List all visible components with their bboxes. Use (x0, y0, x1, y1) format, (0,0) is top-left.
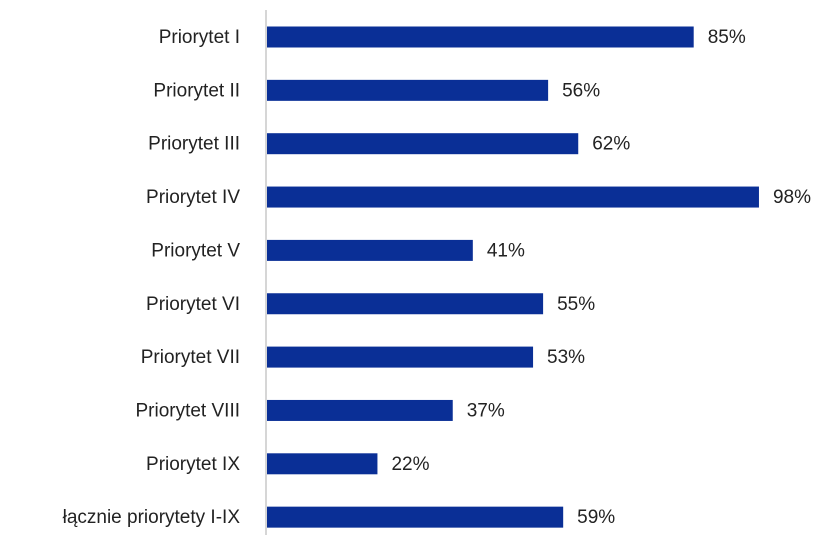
bar (267, 293, 544, 315)
y-tick-label: Priorytet V (151, 240, 240, 261)
bar (267, 453, 378, 475)
value-label: 98% (773, 187, 811, 208)
y-tick-label: Priorytet I (159, 27, 240, 48)
value-label: 22% (391, 454, 429, 475)
bar (267, 186, 759, 208)
value-label: 85% (708, 27, 746, 48)
value-label: 37% (467, 400, 505, 421)
y-tick-label: łącznie priorytety I-IX (63, 507, 241, 528)
y-tick-label: Priorytet VI (146, 294, 240, 315)
value-label: 56% (562, 80, 600, 101)
value-label: 59% (577, 507, 615, 528)
y-tick-label: Priorytet IX (146, 454, 240, 475)
bar (267, 346, 534, 368)
value-label: 55% (557, 294, 595, 315)
bar (267, 79, 549, 101)
bar (267, 239, 473, 261)
value-label: 41% (487, 240, 525, 261)
y-tick-label: Priorytet IV (146, 187, 240, 208)
value-label: 53% (547, 347, 585, 368)
y-tick-label: Priorytet VIII (135, 400, 240, 421)
y-tick-label: Priorytet III (148, 134, 240, 155)
bar (267, 399, 453, 421)
y-tick-label: Priorytet II (153, 80, 240, 101)
bar (267, 506, 564, 528)
bar (267, 26, 694, 48)
bar (267, 133, 579, 155)
y-tick-label: Priorytet VII (141, 347, 240, 368)
value-label: 62% (592, 134, 630, 155)
